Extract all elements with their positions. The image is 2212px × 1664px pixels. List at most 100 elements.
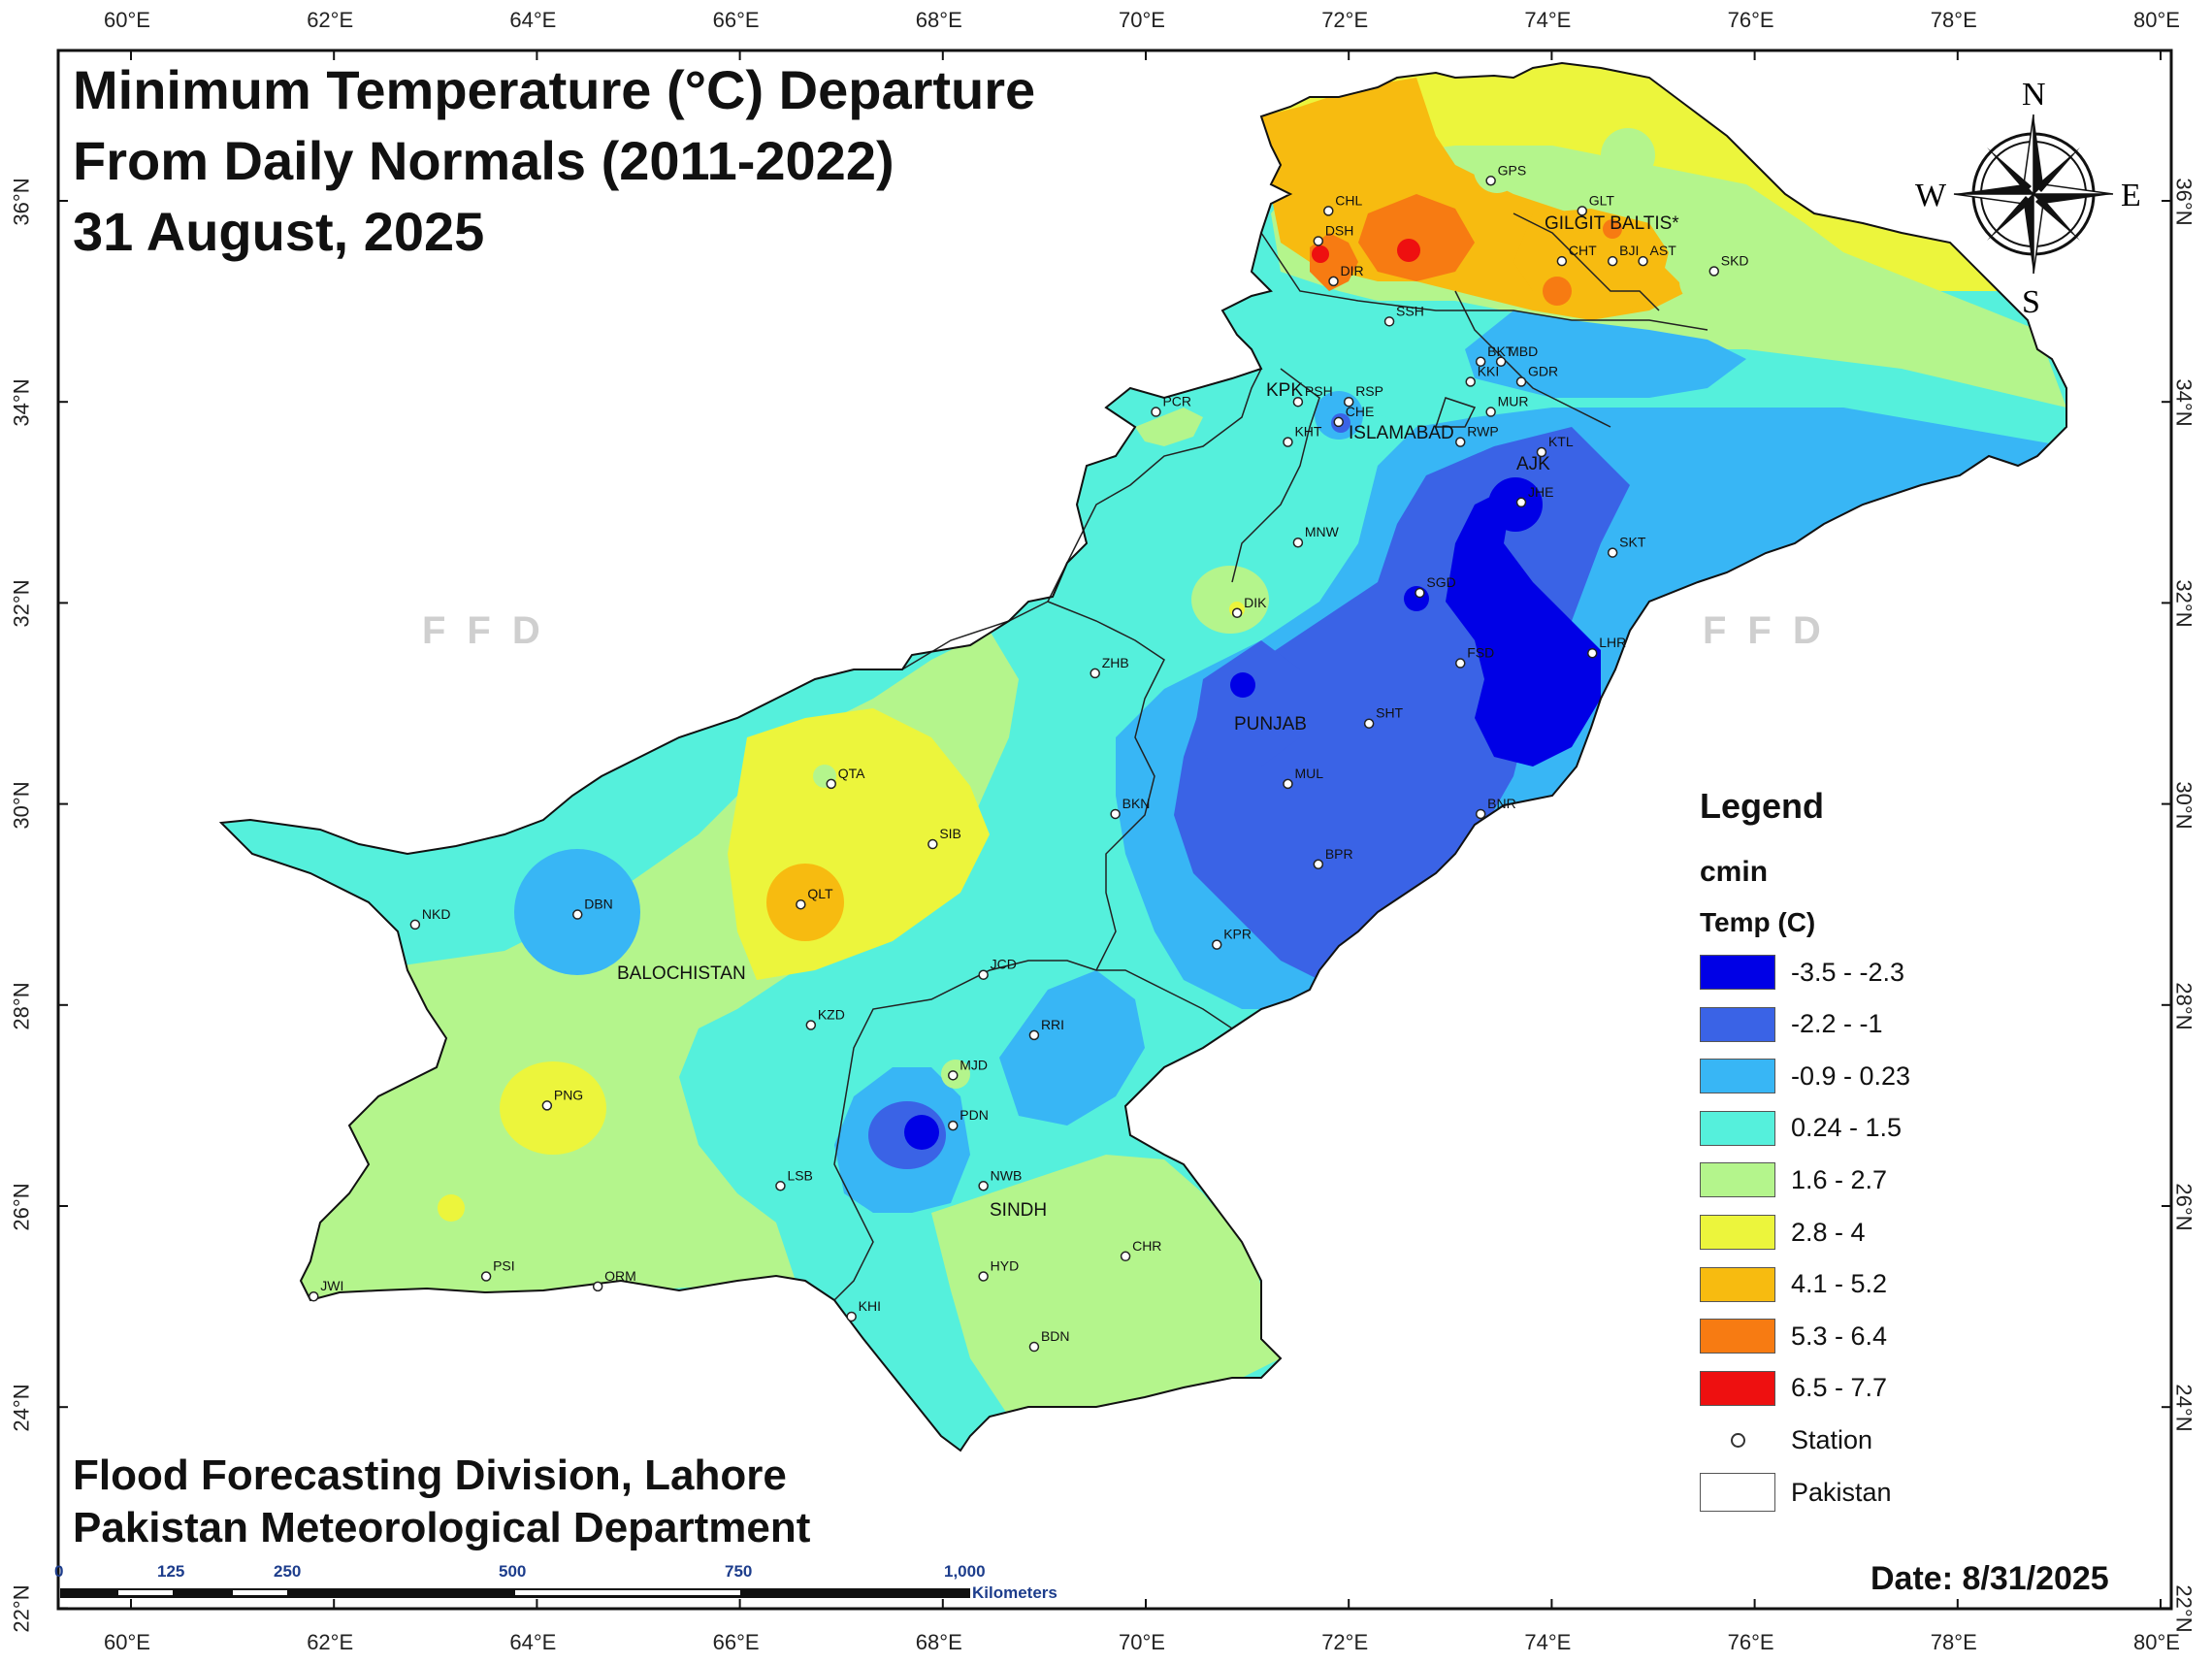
boundary-swatch <box>1700 1473 1775 1512</box>
legend-class-row: -0.9 - 0.23 <box>1700 1057 1910 1095</box>
station-marker-psh <box>1292 396 1304 408</box>
legend-field: Temp (C) <box>1700 907 1816 937</box>
legend-swatch <box>1700 1215 1775 1250</box>
station-marker-mnw <box>1292 537 1304 548</box>
lon-label-top: 68°E <box>915 8 962 32</box>
lat-label-left: 36°N <box>9 178 34 226</box>
station-label-bji: BJI <box>1619 243 1639 258</box>
legend-class-row: -2.2 - -1 <box>1700 1005 1883 1044</box>
station-label-sib: SIB <box>939 826 961 841</box>
station-label-mbd: MBD <box>1508 343 1538 359</box>
station-marker-lsb <box>775 1181 786 1191</box>
station-label-chr: CHR <box>1132 1238 1161 1254</box>
station-label-lsb: LSB <box>787 1167 812 1183</box>
legend-class-label: -3.5 - -2.3 <box>1791 957 1905 987</box>
station-label-jwi: JWI <box>320 1278 343 1293</box>
station-marker-skd <box>1708 266 1720 277</box>
station-marker-nwb <box>978 1181 989 1191</box>
station-label-mjd: MJD <box>960 1057 988 1072</box>
station-label-mur: MUR <box>1498 394 1529 409</box>
map-date: Date: 8/31/2025 <box>1870 1560 2109 1597</box>
station-label-mnw: MNW <box>1305 524 1340 539</box>
station-marker-png <box>541 1100 553 1111</box>
station-marker-qta <box>826 778 836 790</box>
scale-bar <box>60 1588 970 1598</box>
station-marker-kht <box>1283 437 1293 447</box>
station-marker-kzd <box>805 1020 817 1030</box>
compass-s: S <box>2022 284 2040 320</box>
region-label-punjab: PUNJAB <box>1234 714 1307 734</box>
lat-label-left: 34°N <box>9 378 34 427</box>
legend-swatch <box>1700 1110 1775 1146</box>
legend-class-label: -2.2 - -1 <box>1791 1009 1883 1039</box>
station-marker-jcd <box>978 969 989 980</box>
station-label-che: CHE <box>1346 404 1375 419</box>
lon-label-top: 76°E <box>1727 8 1774 32</box>
station-marker-jwi <box>309 1290 319 1302</box>
station-label-skt: SKT <box>1619 535 1646 550</box>
station-marker-orm <box>592 1281 603 1292</box>
legend-swatch <box>1700 1319 1775 1354</box>
credit-line1: Flood Forecasting Division, Lahore <box>73 1452 787 1499</box>
legend-class-label: -0.9 - 0.23 <box>1791 1060 1911 1091</box>
station-marker-nkd <box>409 919 421 930</box>
station-label-kpr: KPR <box>1223 927 1252 942</box>
station-marker-hyd <box>978 1271 989 1282</box>
lat-label-right: 36°N <box>2171 178 2196 226</box>
station-marker-sgd <box>1415 587 1425 599</box>
lon-label-top: 64°E <box>509 8 557 32</box>
lat-label-right: 22°N <box>2171 1584 2196 1633</box>
station-label-chl: CHL <box>1335 192 1362 208</box>
compass-n: N <box>2022 77 2046 113</box>
region-labels: GILGIT BALTIS* KPK ISLAMABAD AJK PUNJAB … <box>617 213 1679 1221</box>
station-marker-dsh <box>1313 236 1324 246</box>
station-marker-rri <box>1028 1029 1040 1041</box>
station-label-bnr: BNR <box>1487 796 1516 811</box>
region-label-kpk: KPK <box>1266 380 1303 401</box>
lat-label-left: 22°N <box>9 1584 34 1633</box>
lat-label-left: 24°N <box>9 1384 34 1432</box>
lon-label-top: 60°E <box>104 8 150 32</box>
legend-class-row: 4.1 - 5.2 <box>1700 1265 1887 1304</box>
station-label-kzd: KZD <box>818 1007 845 1023</box>
lat-label-left: 28°N <box>9 982 34 1030</box>
lon-label-top: 66°E <box>712 8 760 32</box>
map-title-line3: 31 August, 2025 <box>73 201 485 262</box>
credit-line2: Pakistan Meteorological Department <box>73 1504 811 1551</box>
station-label-psh: PSH <box>1305 383 1333 399</box>
lon-label-bottom: 74°E <box>1524 1630 1572 1654</box>
station-label-rri: RRI <box>1041 1017 1064 1032</box>
region-label-islamabad: ISLAMABAD <box>1349 423 1454 443</box>
station-marker-gdr <box>1515 376 1527 387</box>
station-marker-chr <box>1120 1251 1131 1262</box>
station-marker-lhr <box>1586 647 1598 659</box>
lon-label-top: 70°E <box>1119 8 1165 32</box>
station-marker-chl <box>1323 206 1334 216</box>
lon-label-bottom: 60°E <box>104 1630 150 1654</box>
region-label-gilgit: GILGIT BALTIS* <box>1545 213 1679 234</box>
north-arrow: N S E W <box>1915 77 2141 320</box>
lat-label-left: 32°N <box>9 579 34 628</box>
lon-label-top: 80°E <box>2133 8 2180 32</box>
station-label-gdr: GDR <box>1528 363 1558 378</box>
station-label-kki: KKI <box>1478 363 1500 378</box>
station-label-kht: KHT <box>1294 424 1321 440</box>
legend-class-label: 1.6 - 2.7 <box>1791 1164 1888 1194</box>
lat-label-right: 24°N <box>2171 1384 2196 1432</box>
station-label-nkd: NKD <box>422 906 451 922</box>
lon-label-top: 72°E <box>1321 8 1369 32</box>
station-marker-rwp <box>1455 437 1466 447</box>
station-label-ktl: KTL <box>1548 434 1574 449</box>
lon-label-bottom: 72°E <box>1321 1630 1369 1654</box>
station-marker-zhb <box>1090 668 1100 679</box>
scale-unit: Kilometers <box>972 1583 1057 1602</box>
station-label-cht: CHT <box>1569 243 1597 258</box>
region-label-sindh: SINDH <box>990 1200 1047 1221</box>
watermark-east: FFD <box>1703 609 1842 652</box>
compass-e: E <box>2121 178 2141 213</box>
station-label-bdn: BDN <box>1041 1328 1070 1344</box>
station-label-dsh: DSH <box>1325 222 1354 238</box>
lon-label-bottom: 68°E <box>915 1630 962 1654</box>
station-label-psi: PSI <box>493 1258 515 1274</box>
region-label-ajk: AJK <box>1516 454 1550 474</box>
